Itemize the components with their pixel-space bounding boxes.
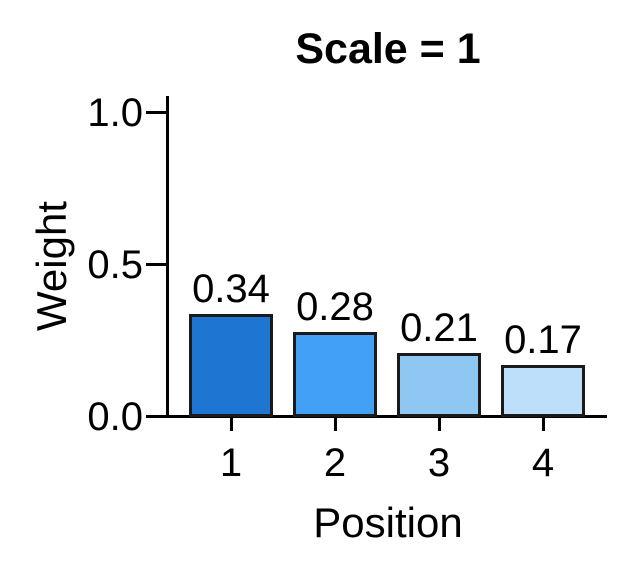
x-tick-mark	[334, 417, 337, 431]
bar-value-label: 0.21	[400, 306, 478, 350]
bar-fill	[501, 365, 585, 417]
x-tick-label: 4	[531, 441, 555, 485]
y-tick-label: 1.0	[87, 91, 143, 135]
bar: 0.21	[397, 308, 481, 417]
y-axis-spine	[166, 96, 169, 418]
y-tick-label: 0.5	[87, 243, 143, 287]
bar-fill	[189, 314, 273, 417]
x-tick-mark	[230, 417, 233, 431]
y-tick-mark	[146, 415, 168, 418]
y-tick-mark	[146, 263, 168, 266]
bar-value-label: 0.34	[192, 267, 270, 311]
bar-fill	[397, 353, 481, 417]
x-tick-label: 2	[323, 441, 347, 485]
bar-value-label: 0.17	[504, 318, 582, 362]
y-tick-mark	[146, 111, 168, 114]
x-tick-mark	[438, 417, 441, 431]
x-tick-label: 1	[219, 441, 243, 485]
x-tick-label: 3	[427, 441, 451, 485]
bar: 0.17	[501, 320, 585, 417]
bar-fill	[293, 332, 377, 417]
x-axis-label: Position	[313, 499, 463, 546]
bar: 0.34	[189, 269, 273, 417]
chart-title: Scale = 1	[295, 25, 481, 73]
y-tick-label: 0.0	[87, 395, 143, 439]
bar-value-label: 0.28	[296, 285, 374, 329]
bar: 0.28	[293, 287, 377, 417]
x-tick-mark	[542, 417, 545, 431]
